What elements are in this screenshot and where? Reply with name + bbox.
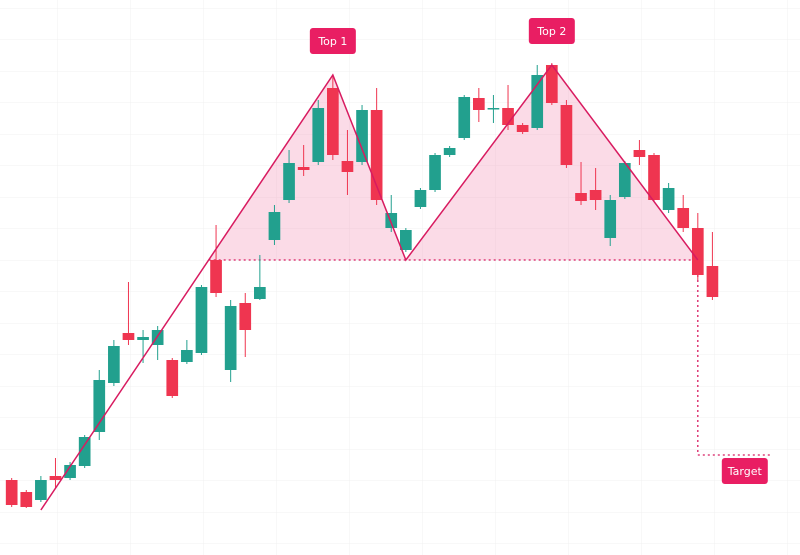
candle-body xyxy=(327,88,339,155)
annotation-label-box xyxy=(309,28,356,54)
candle-body xyxy=(385,213,398,228)
candle-body xyxy=(195,287,208,353)
candle-body xyxy=(297,167,310,170)
pattern-line xyxy=(40,63,699,511)
candle-body xyxy=(604,200,617,238)
target-label-box xyxy=(721,458,768,484)
candle-body xyxy=(531,75,544,128)
candle-body xyxy=(166,360,179,396)
candle-body xyxy=(677,208,690,228)
candle-body xyxy=(662,188,675,210)
candle-body xyxy=(5,480,18,505)
candle-body xyxy=(706,266,719,297)
candle-body xyxy=(283,163,295,200)
candle-body xyxy=(35,480,47,500)
candle-body xyxy=(49,476,62,480)
candle-body xyxy=(633,150,646,157)
candle-body xyxy=(487,108,500,110)
candle-body xyxy=(545,65,558,103)
candle-body xyxy=(268,212,281,240)
candle-body xyxy=(589,190,602,200)
candle-body xyxy=(356,110,368,162)
candle-body xyxy=(108,346,120,383)
candle-body xyxy=(472,98,485,110)
candle-body xyxy=(122,333,135,340)
target-label: Target xyxy=(727,465,763,478)
candle-body xyxy=(516,125,529,132)
candle-body xyxy=(370,110,383,200)
candle-body xyxy=(691,228,704,275)
target-line xyxy=(697,260,771,456)
candle-body xyxy=(151,330,164,345)
candle-body xyxy=(648,155,660,200)
candle-body xyxy=(618,163,631,197)
candle-body xyxy=(502,108,514,125)
candle-body xyxy=(20,492,33,507)
candle-body xyxy=(341,161,354,172)
candle-body xyxy=(443,148,456,155)
annotation-label: Top 1 xyxy=(317,35,347,48)
candle-body xyxy=(78,437,91,466)
candle-body xyxy=(414,190,427,207)
annotation-label-box xyxy=(528,18,575,44)
candle-body xyxy=(64,465,76,478)
candle-body xyxy=(224,306,237,370)
candle-body xyxy=(254,287,266,299)
candle-body xyxy=(181,350,193,362)
candle-body xyxy=(210,260,222,293)
annotation-label: Top 2 xyxy=(536,25,566,38)
candle-body xyxy=(575,193,587,201)
candle-body xyxy=(560,105,573,165)
candle-body xyxy=(93,380,106,432)
candle-body xyxy=(137,337,149,340)
candle-body xyxy=(400,230,412,250)
candle-body xyxy=(429,155,441,190)
candle-body xyxy=(312,108,325,162)
candle-body xyxy=(458,97,471,138)
candle-body xyxy=(239,303,252,330)
